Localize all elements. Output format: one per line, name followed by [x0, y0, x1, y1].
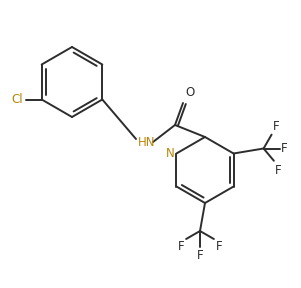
Text: HN: HN [138, 137, 156, 149]
Text: N: N [166, 147, 174, 160]
Text: F: F [275, 164, 281, 177]
Text: Cl: Cl [11, 93, 23, 106]
Text: F: F [178, 240, 184, 253]
Text: F: F [273, 120, 279, 133]
Text: F: F [216, 240, 222, 253]
Text: O: O [185, 86, 194, 99]
Text: F: F [281, 142, 287, 155]
Text: F: F [197, 249, 203, 262]
